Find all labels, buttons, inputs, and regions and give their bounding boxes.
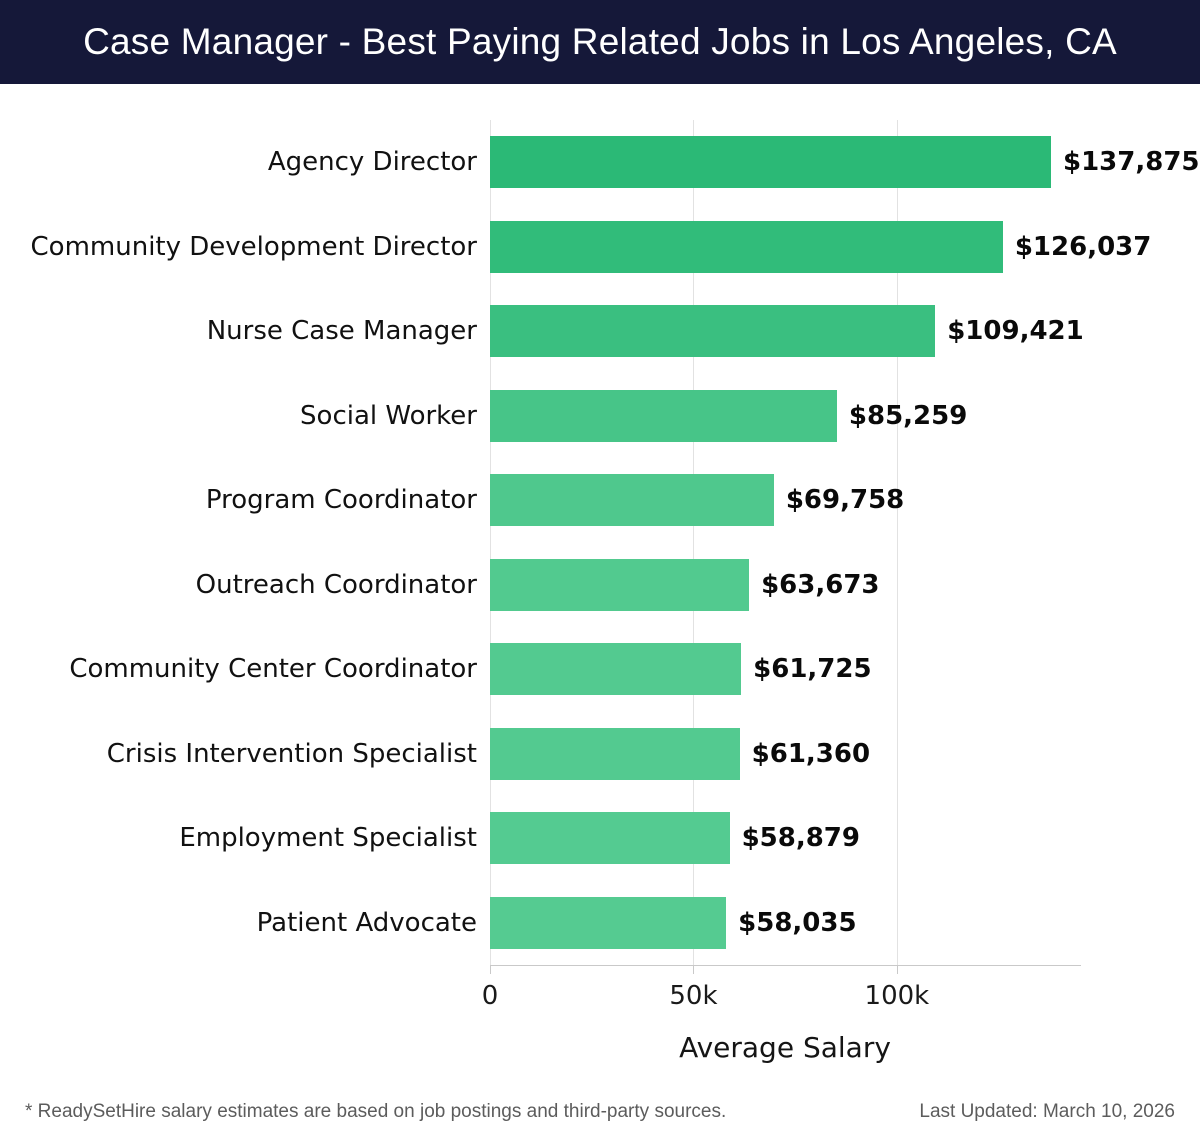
category-label: Outreach Coordinator bbox=[195, 569, 477, 600]
x-axis-tick-mark bbox=[490, 965, 491, 974]
category-label: Patient Advocate bbox=[256, 907, 477, 938]
bar-patient-advocate bbox=[490, 896, 727, 949]
bar-social-worker bbox=[490, 389, 837, 442]
category-label: Employment Specialist bbox=[179, 823, 477, 854]
bar-nurse-case-manager bbox=[490, 305, 936, 358]
category-label: Crisis Intervention Specialist bbox=[106, 738, 477, 769]
gridline bbox=[896, 120, 898, 965]
plot-area: $137,875 $126,037 $109,421 $85,259 $69,758 $6… bbox=[490, 120, 1200, 965]
x-axis-tick-mark bbox=[693, 965, 695, 974]
value-label: $58,035 bbox=[738, 907, 857, 938]
bar-agency-director bbox=[490, 136, 1051, 189]
value-label: $137,875 bbox=[1063, 147, 1200, 178]
value-label: $58,879 bbox=[741, 823, 860, 854]
value-label: $109,421 bbox=[947, 316, 1084, 347]
value-label: $63,673 bbox=[761, 569, 880, 600]
value-label: $61,725 bbox=[753, 654, 872, 685]
bar-program-coordinator bbox=[490, 474, 774, 527]
category-label: Nurse Case Manager bbox=[206, 316, 477, 347]
bar-crisis-intervention-specialist bbox=[490, 727, 740, 780]
value-label: $61,360 bbox=[751, 738, 871, 769]
x-axis-line bbox=[490, 965, 1081, 966]
x-axis-tick-label: 0 bbox=[481, 981, 499, 1011]
last-updated-text: Last Updated: March 10, 2026 bbox=[919, 1101, 1175, 1122]
bar-employment-specialist bbox=[490, 812, 730, 865]
gridline bbox=[490, 120, 491, 965]
bar-community-development-director bbox=[490, 220, 1003, 273]
bar-community-center-coordinator bbox=[490, 643, 742, 696]
x-axis-tick-label: 100k bbox=[864, 981, 930, 1011]
category-label: Program Coordinator bbox=[205, 485, 477, 516]
value-label: $85,259 bbox=[848, 400, 968, 431]
value-label: $126,037 bbox=[1014, 231, 1152, 262]
x-axis-tick-label: 50k bbox=[669, 981, 718, 1011]
title-banner: Case Manager - Best Paying Related Jobs … bbox=[0, 0, 1200, 84]
bar-outreach-coordinator bbox=[490, 558, 750, 611]
category-label: Social Worker bbox=[300, 400, 477, 431]
x-axis-title: Average Salary bbox=[679, 1031, 891, 1064]
gridline bbox=[693, 120, 695, 965]
category-label: Agency Director bbox=[267, 147, 477, 178]
x-axis-tick-mark bbox=[896, 965, 898, 974]
source-footnote: * ReadySetHire salary estimates are base… bbox=[25, 1101, 727, 1122]
category-label: Community Center Coordinator bbox=[69, 654, 477, 685]
value-label: $69,758 bbox=[785, 485, 905, 516]
category-label: Community Development Director bbox=[30, 231, 477, 262]
page-title: Case Manager - Best Paying Related Jobs … bbox=[83, 21, 1117, 62]
